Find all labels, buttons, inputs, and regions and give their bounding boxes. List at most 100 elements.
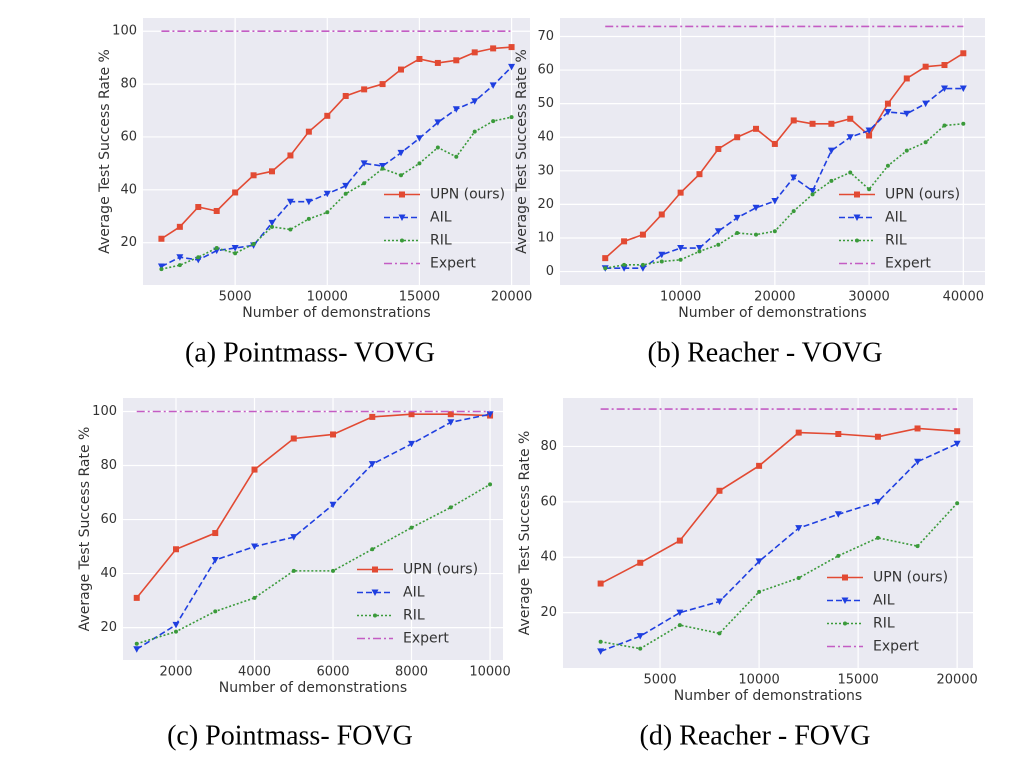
x-tick-label: 6000 [316,665,349,680]
marker [342,92,349,99]
y-tick-label: 80 [100,458,117,473]
panel: 20 40 60 80 100 5000 10000 15000 20000 Number of … [97,18,532,368]
plot-background [143,18,530,285]
marker [133,594,140,601]
marker [331,568,336,573]
y-tick-label: 50 [537,96,554,111]
marker [795,429,802,436]
marker [848,170,853,175]
marker [368,461,376,468]
y-tick-label: 80 [120,77,137,92]
legend-marker [853,214,861,221]
marker [676,609,684,617]
marker [915,544,920,549]
caption: (b) Reacher - VOVG [647,337,882,368]
marker [715,598,723,606]
marker [486,411,494,418]
marker [361,86,368,93]
y-tick-label: 60 [120,129,137,144]
series-line [600,502,958,650]
marker [914,458,922,466]
marker [835,431,842,437]
legend-marker [842,574,848,581]
series-line [136,483,491,645]
marker [795,525,803,532]
marker [885,163,890,168]
marker [489,82,497,89]
marker [716,242,721,247]
marker [752,204,760,212]
y-tick-label: 80 [540,439,557,454]
marker [771,198,779,205]
marker [330,431,337,438]
marker [638,646,643,651]
legend-marker [398,214,406,221]
marker [735,230,740,235]
legend-label: Expert [403,631,449,647]
marker [756,462,763,469]
marker [399,173,403,178]
marker [602,255,609,262]
legend-marker [854,191,860,198]
marker [697,249,702,254]
marker [305,198,313,206]
series-line [605,87,964,270]
marker [360,160,368,167]
marker [953,440,961,448]
marker [232,189,239,196]
legend-label: RIL [430,233,452,249]
marker [323,190,331,198]
marker [173,629,178,634]
y-axis-label: Average Test Success Rate % [77,427,93,632]
marker [874,498,882,506]
marker [380,166,385,171]
marker [874,433,881,440]
marker [637,559,644,566]
marker [658,251,666,259]
legend-marker [843,621,847,626]
plot-background [560,18,985,285]
x-axis-label: Number of demonstrations [674,688,862,704]
marker [696,171,703,178]
y-tick-label: 40 [120,182,137,197]
marker [677,245,685,252]
legend-label: RIL [885,233,907,249]
marker [176,223,183,230]
marker [157,263,165,270]
legend-label: AIL [885,210,907,226]
series-line [136,413,491,650]
marker [213,207,220,214]
marker [290,435,297,442]
marker [134,641,139,646]
marker [955,501,960,506]
legend-label: UPN (ours) [873,570,948,586]
marker [640,262,645,267]
legend-marker [841,597,849,604]
marker [846,134,854,141]
legend-marker [400,238,404,243]
panel: 20 40 60 80 100 2000 4000 6000 8000 10000 Number o… [77,398,511,751]
marker [809,120,816,127]
marker [790,174,798,182]
marker [435,145,440,150]
x-tick-label: 10000 [738,673,779,688]
marker [875,535,880,540]
marker [509,115,514,120]
series-line [605,122,964,269]
marker [676,537,683,544]
y-tick-label: 70 [537,29,554,44]
marker [903,75,910,82]
marker [471,49,478,56]
y-axis-label: Average Test Success Rate % [517,431,533,636]
marker [417,161,422,166]
marker [695,245,703,252]
y-tick-label: 60 [100,512,117,527]
legend-label: UPN (ours) [403,562,478,578]
marker [409,525,414,530]
marker [488,482,493,487]
marker [810,192,815,197]
marker [827,147,835,155]
x-tick-label: 10000 [660,290,701,305]
x-tick-label: 20000 [491,290,532,305]
marker [834,511,842,518]
